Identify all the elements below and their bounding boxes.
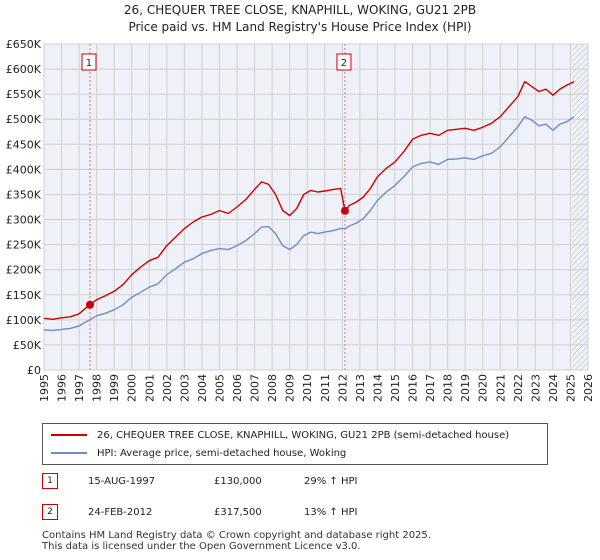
y-tick-label: £450K [6, 138, 42, 151]
x-tick-label: 1995 [38, 374, 51, 402]
x-tick-label: 2007 [249, 374, 262, 402]
sale-label-box [81, 53, 97, 71]
title-line-1: 26, CHEQUER TREE CLOSE, KNAPHILL, WOKING… [123, 3, 477, 17]
x-tick-label: 2001 [143, 374, 156, 402]
x-tick-label: 2019 [459, 374, 472, 402]
y-tick-label: £50K [13, 339, 42, 352]
x-tick-label: 2018 [442, 374, 455, 402]
sale-price: £317,500 [214, 507, 262, 518]
sale-hpi-change: 29% ↑ HPI [304, 476, 358, 487]
sale-hpi-change: 13% ↑ HPI [304, 507, 358, 518]
y-tick-label: £200K [6, 264, 42, 277]
legend-item-property: 26, CHEQUER TREE CLOSE, KNAPHILL, WOKING… [51, 428, 509, 444]
y-tick-label: £650K [6, 38, 42, 51]
x-tick-label: 1998 [91, 374, 104, 402]
y-tick-label: £600K [6, 63, 42, 76]
x-tick-label: 2008 [266, 374, 279, 402]
x-tick-label: 2004 [196, 374, 209, 402]
x-tick-label: 2023 [529, 374, 542, 402]
sale-badge: 1 [42, 473, 58, 489]
y-tick-label: £100K [6, 314, 42, 327]
x-tick-label: 2000 [126, 374, 139, 402]
x-tick-label: 2017 [424, 374, 437, 402]
sale-point [340, 206, 349, 215]
sale-price: £130,000 [214, 476, 262, 487]
chart-title: 26, CHEQUER TREE CLOSE, KNAPHILL, WOKING… [0, 2, 600, 36]
sale-row: 1 15-AUG-1997 £130,000 29% ↑ HPI [42, 472, 562, 492]
x-tick-label: 2015 [389, 374, 402, 402]
x-tick-label: 2026 [582, 374, 595, 402]
x-tick-label: 1999 [108, 374, 121, 402]
footer-line-1: Contains HM Land Registry data © Crown c… [42, 530, 431, 541]
y-tick-label: £500K [6, 113, 42, 126]
footer: Contains HM Land Registry data © Crown c… [42, 530, 431, 552]
sale-date: 24-FEB-2012 [88, 507, 153, 518]
legend: 26, CHEQUER TREE CLOSE, KNAPHILL, WOKING… [42, 423, 548, 465]
property-price-line [43, 80, 575, 320]
y-tick-label: £0 [27, 364, 41, 377]
x-tick-label: 2021 [494, 374, 507, 402]
x-tick-label: 1997 [73, 374, 86, 402]
x-tick-label: 2005 [213, 374, 226, 402]
forecast-region [572, 44, 588, 370]
x-tick-label: 2006 [231, 374, 244, 402]
price-chart: £0 £50K £100K £150K £200K £250K £300K £350K £400… [6, 38, 595, 402]
title-line-2: Price paid vs. HM Land Registry's House … [128, 20, 472, 34]
y-tick-label: £300K [6, 214, 42, 227]
sale-date: 15-AUG-1997 [88, 476, 156, 487]
y-tick-label: £250K [6, 239, 42, 252]
y-tick-label: £550K [6, 88, 42, 101]
y-tick-label: £400K [6, 163, 42, 176]
x-tick-label: 2011 [319, 374, 332, 402]
x-tick-label: 2002 [161, 374, 174, 402]
sale-label-number: 2 [341, 58, 347, 69]
footer-line-2: This data is licensed under the Open Gov… [42, 541, 361, 552]
legend-item-hpi: HPI: Average price, semi-detached house,… [51, 446, 346, 462]
sale-label-number: 1 [86, 58, 92, 69]
x-tick-label: 2025 [564, 374, 577, 402]
sale-label-box [336, 53, 352, 71]
x-tick-label: 2010 [301, 374, 314, 402]
legend-swatch-hpi [51, 452, 87, 454]
legend-label-hpi: HPI: Average price, semi-detached house,… [97, 448, 347, 459]
sale-point [85, 300, 94, 309]
x-tick-label: 1996 [56, 374, 69, 402]
legend-swatch-property [51, 434, 87, 436]
x-tick-label: 2013 [354, 374, 367, 402]
y-tick-label: £350K [6, 188, 42, 201]
x-tick-label: 2020 [477, 374, 490, 402]
x-tick-label: 2022 [512, 374, 525, 402]
plot-area [44, 44, 588, 370]
x-tick-label: 2016 [407, 374, 420, 402]
hpi-line [43, 116, 575, 332]
sale-row: 2 24-FEB-2012 £317,500 13% ↑ HPI [42, 503, 562, 523]
x-tick-label: 2024 [547, 374, 560, 402]
legend-label-property: 26, CHEQUER TREE CLOSE, KNAPHILL, WOKING… [97, 430, 510, 441]
x-tick-label: 2012 [336, 374, 349, 402]
x-tick-label: 2003 [178, 374, 191, 402]
x-tick-label: 2014 [371, 374, 384, 402]
x-tick-label: 2009 [284, 374, 297, 402]
y-tick-label: £150K [6, 289, 42, 302]
sale-badge: 2 [42, 504, 58, 520]
